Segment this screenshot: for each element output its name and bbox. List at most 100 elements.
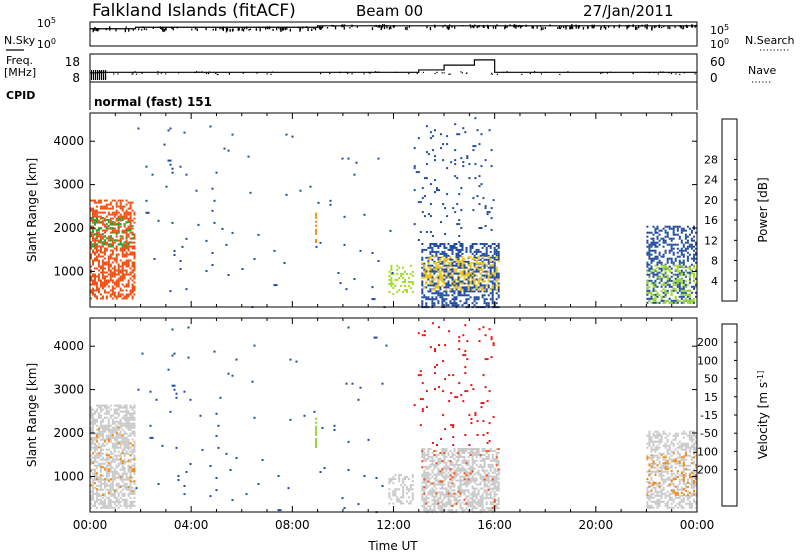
range-time-cell [123,295,126,298]
range-time-cell [427,457,430,460]
range-time-cell [95,434,98,437]
range-time-cell [95,219,98,221]
range-time-cell [99,500,102,503]
range-time-cell [662,464,665,467]
range-time-cell [129,221,132,224]
range-time-cell [497,477,500,480]
range-time-cell [459,491,462,494]
range-time-cell [127,428,130,431]
range-time-cell [285,133,288,136]
range-time-cell [127,259,130,262]
range-time-cell [99,251,102,254]
range-time-cell [125,271,128,274]
range-time-cell [94,470,96,473]
range-time-cell [662,452,665,455]
range-time-cell [129,488,132,491]
range-time-cell [461,270,464,273]
range-time-cell [682,263,685,266]
range-time-cell [449,481,452,484]
nave-dot [422,71,424,73]
range-time-cell [115,219,118,222]
range-time-cell [487,258,490,261]
range-time-cell [101,241,104,244]
range-time-cell [109,271,112,274]
range-time-cell [437,459,440,462]
range-time-cell [656,482,659,485]
range-time-cell [497,497,500,500]
range-time-cell [471,245,474,247]
range-time-cell [439,256,442,259]
range-time-cell [459,290,462,293]
range-time-cell [131,233,134,236]
range-time-cell [650,456,653,459]
range-time-cell [461,475,464,478]
range-time-cell [448,330,451,333]
range-time-cell [211,264,214,266]
range-time-cell [92,237,94,240]
range-time-cell [664,266,667,269]
range-time-cell [101,502,104,505]
range-time-cell [666,484,669,487]
range-time-cell [427,262,430,265]
nave-dot [540,73,542,75]
range-time-cell [453,499,456,502]
range-time-cell [469,469,472,472]
range-time-cell [131,269,134,272]
range-time-cell [662,432,665,435]
noise-search-dot [655,25,657,28]
range-time-cell [115,259,118,262]
range-time-cell [97,434,100,437]
noise-search-dot [162,28,164,33]
range-time-cell [453,246,456,249]
range-time-cell [658,484,661,487]
freq-unit-label: [MHz] [4,66,36,79]
range-time-cell [421,288,424,291]
range-time-cell [107,454,110,457]
range-time-cell [115,269,118,272]
range-time-cell [695,247,697,250]
range-time-cell [431,276,434,279]
range-time-cell [483,284,486,287]
range-time-cell [469,503,472,506]
range-time-cell [483,264,486,267]
range-time-cell [92,213,94,216]
range-time-cell [315,417,318,420]
range-time-cell [105,426,108,429]
range-time-cell [129,223,132,226]
freq-left-tick-bottom: 8 [72,71,80,85]
range-time-cell [493,450,496,452]
range-time-cell [666,452,669,455]
range-time-cell [425,497,428,500]
range-time-cell [131,247,134,250]
range-time-cell [491,478,494,481]
range-time-cell [478,143,481,146]
range-time-cell [97,249,100,252]
range-time-cell [92,281,94,284]
range-time-cell [463,509,466,512]
range-time-cell [447,284,450,287]
noise-search-dot [603,25,606,27]
range-time-cell [119,207,122,210]
range-time-cell [127,213,130,216]
range-time-cell [451,280,454,283]
range-time-cell [107,410,110,413]
range-time-cell [105,438,108,441]
range-time-cell [92,289,94,292]
range-time-cell [97,442,100,445]
range-time-cell [481,467,484,470]
range-time-cell [670,279,673,282]
range-time-cell [107,424,110,427]
range-time-cell [90,490,92,493]
range-time-cell [471,258,474,261]
range-time-cell [390,264,393,267]
range-time-cell [461,248,464,251]
range-time-cell [99,426,102,429]
range-time-cell [439,480,442,483]
noise-search-dot [640,25,642,27]
range-time-cell [427,501,430,504]
range-time-cell [465,462,468,465]
range-time-cell [427,258,430,261]
range-time-cell [429,252,432,255]
range-time-cell [650,271,653,274]
range-time-cell [427,451,430,454]
